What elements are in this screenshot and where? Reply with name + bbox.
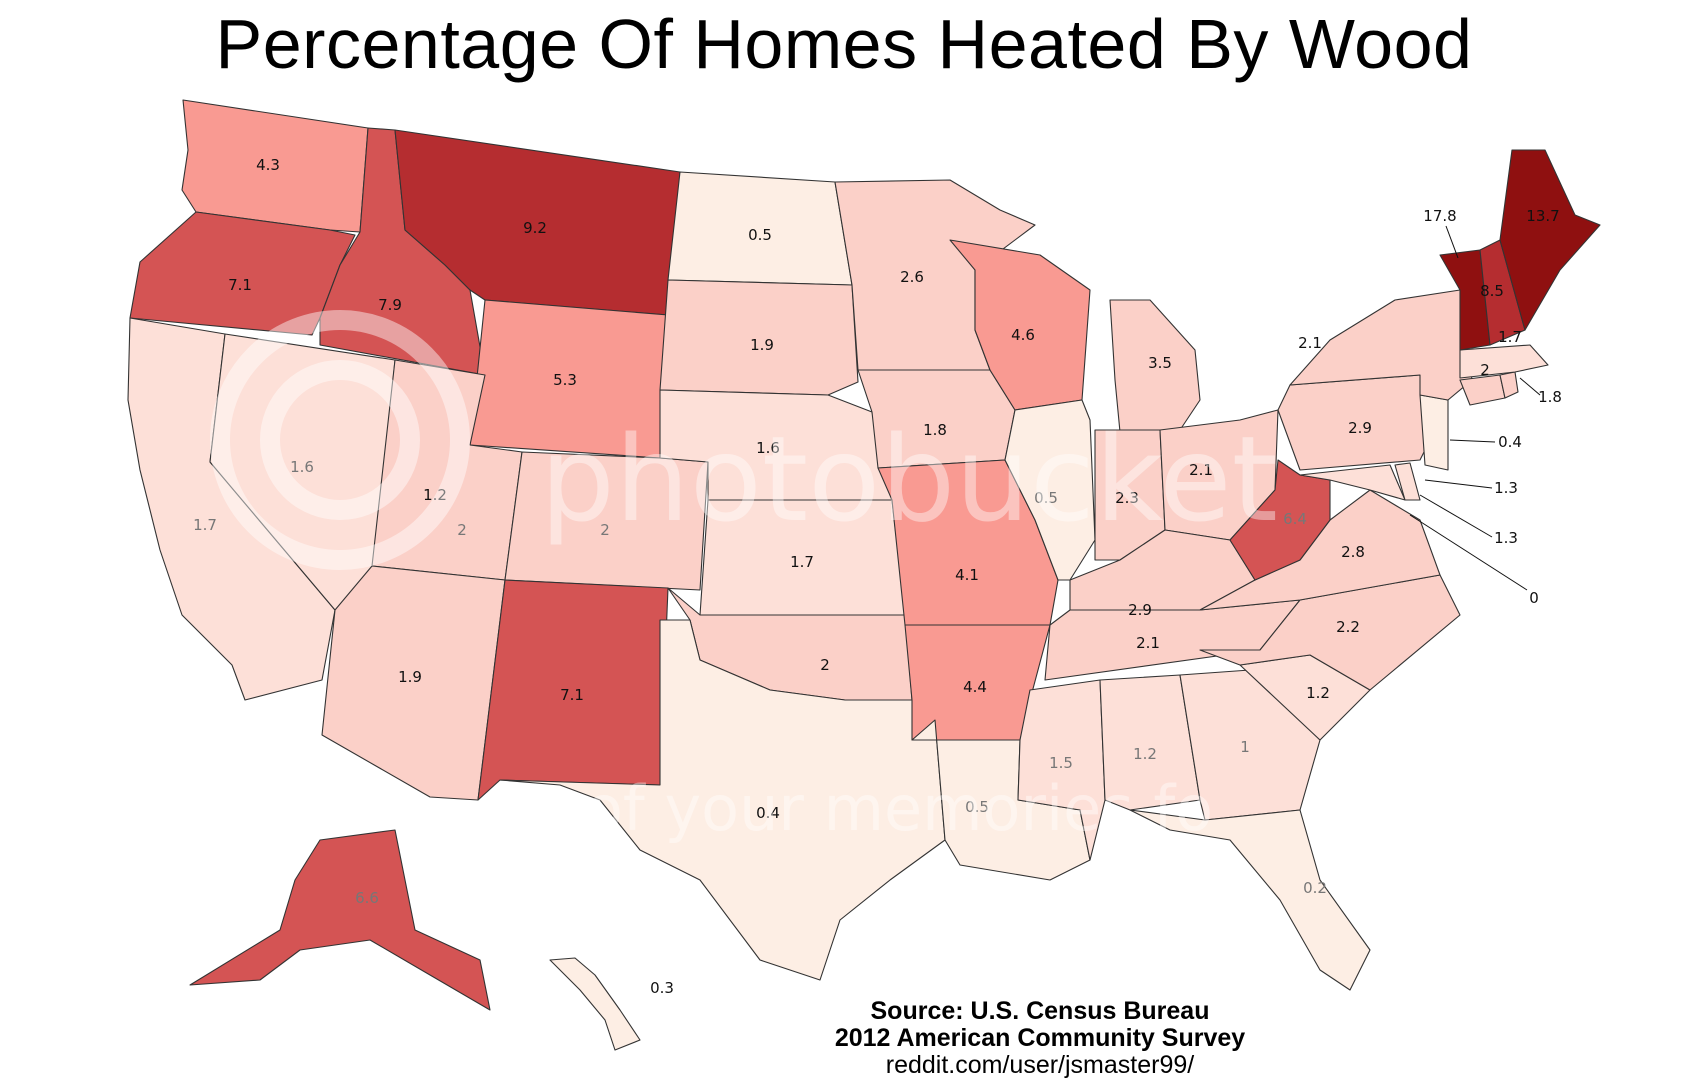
leader-line-de bbox=[1424, 479, 1493, 489]
source-line-3: reddit.com/user/jsmaster99/ bbox=[885, 1051, 1195, 1079]
state-value-wa: 4.3 bbox=[256, 156, 280, 174]
state-value-nm: 7.1 bbox=[560, 686, 584, 704]
leader-line-nj bbox=[1449, 439, 1496, 443]
state-value-ks: 1.7 bbox=[790, 553, 814, 571]
map-title: Percentage Of Homes Heated By Wood bbox=[215, 5, 1473, 83]
state-value-wy: 5.3 bbox=[553, 371, 577, 389]
state-value-dc: 0 bbox=[1529, 589, 1539, 607]
state-value-ky: 2.9 bbox=[1128, 601, 1152, 619]
state-sd bbox=[659, 279, 859, 396]
state-value-ma: 1.7 bbox=[1498, 328, 1522, 346]
state-value-mo: 4.1 bbox=[955, 566, 979, 584]
state-value-tx: 0.4 bbox=[756, 804, 780, 822]
state-value-mt: 9.2 bbox=[523, 219, 547, 237]
state-value-va: 2.8 bbox=[1341, 543, 1365, 561]
state-value-ar: 4.4 bbox=[963, 678, 987, 696]
state-co bbox=[504, 451, 709, 591]
state-value-ok: 2 bbox=[820, 656, 830, 674]
state-value-in: 2.3 bbox=[1115, 489, 1139, 507]
state-value-al: 1.2 bbox=[1133, 745, 1157, 763]
state-value-nd: 0.5 bbox=[748, 226, 772, 244]
state-value-ny: 2.1 bbox=[1298, 334, 1322, 352]
leader-line-dc bbox=[1409, 514, 1528, 591]
state-value-az: 1.9 bbox=[398, 668, 422, 686]
watermark-brand: photobucket bbox=[540, 410, 1278, 548]
state-value-tn: 2.1 bbox=[1136, 634, 1160, 652]
state-value-wi: 4.6 bbox=[1011, 326, 1035, 344]
watermark: photobucket of your memories fo bbox=[210, 310, 1278, 845]
state-value-fl: 0.2 bbox=[1303, 879, 1327, 897]
state-value-ak: 6.6 bbox=[355, 889, 379, 907]
state-value-nv2: 1.2 bbox=[423, 486, 447, 504]
state-value-sd: 1.9 bbox=[750, 336, 774, 354]
watermark-tagline: of your memories fo bbox=[585, 772, 1213, 845]
source-line-1: Source: U.S. Census Bureau bbox=[870, 997, 1210, 1025]
state-value-nj: 0.4 bbox=[1498, 433, 1522, 451]
state-me bbox=[1499, 149, 1601, 331]
state-value-hi: 0.3 bbox=[650, 979, 674, 997]
state-md bbox=[1299, 464, 1406, 501]
state-value-md: 1.3 bbox=[1494, 529, 1518, 547]
state-value-nh: 8.5 bbox=[1480, 282, 1504, 300]
state-value-oh: 2.1 bbox=[1189, 461, 1213, 479]
source-block: Source: U.S. Census Bureau 2012 American… bbox=[820, 998, 1260, 1079]
state-value-pa: 2.9 bbox=[1348, 419, 1372, 437]
state-value-mn: 2.6 bbox=[900, 268, 924, 286]
state-value-de: 1.3 bbox=[1494, 479, 1518, 497]
state-value-ia: 1.8 bbox=[923, 421, 947, 439]
state-value-ct: 2 bbox=[1480, 361, 1490, 379]
state-hi bbox=[549, 957, 641, 1051]
state-value-co: 2 bbox=[600, 521, 610, 539]
state-ak bbox=[189, 829, 491, 1011]
state-value-ut: 2 bbox=[457, 521, 467, 539]
state-value-nv: 1.6 bbox=[290, 458, 314, 476]
state-vt bbox=[1439, 249, 1491, 351]
leader-lines bbox=[1409, 225, 1541, 591]
state-value-ca: 1.7 bbox=[193, 516, 217, 534]
state-ct bbox=[1459, 374, 1506, 406]
state-value-nc: 2.2 bbox=[1336, 618, 1360, 636]
source-line-2: 2012 American Community Survey bbox=[834, 1024, 1246, 1052]
state-value-sc: 1.2 bbox=[1306, 684, 1330, 702]
state-value-wv: 6.4 bbox=[1283, 510, 1307, 528]
state-value-il: 0.5 bbox=[1034, 489, 1058, 507]
state-value-vt: 17.8 bbox=[1423, 207, 1456, 225]
labels-layer: 13.7 17.8 9.2 8.5 7.9 7.1 7.1 6.6 6.4 5.3 4.6 4.4 4.… bbox=[193, 156, 1562, 997]
state-value-mi: 3.5 bbox=[1148, 354, 1172, 372]
state-mi bbox=[1109, 299, 1201, 433]
leader-line-ri bbox=[1519, 377, 1541, 396]
states-layer bbox=[127, 99, 1601, 1051]
state-value-ms: 1.5 bbox=[1049, 754, 1073, 772]
state-fl bbox=[1129, 809, 1371, 991]
state-nj bbox=[1419, 394, 1449, 471]
state-tx bbox=[499, 619, 946, 981]
state-value-or: 7.1 bbox=[228, 276, 252, 294]
state-value-ga: 1 bbox=[1240, 738, 1250, 756]
state-value-ri: 1.8 bbox=[1538, 388, 1562, 406]
state-value-ne: 1.6 bbox=[756, 439, 780, 457]
state-value-id: 7.9 bbox=[378, 296, 402, 314]
state-value-me: 13.7 bbox=[1526, 207, 1559, 225]
state-value-la: 0.5 bbox=[965, 798, 989, 816]
state-nc bbox=[1199, 574, 1461, 691]
state-al bbox=[1099, 674, 1201, 811]
leader-line-vt bbox=[1445, 225, 1459, 259]
leader-line-md bbox=[1419, 494, 1493, 538]
state-de bbox=[1394, 462, 1421, 501]
state-ma bbox=[1459, 344, 1549, 379]
